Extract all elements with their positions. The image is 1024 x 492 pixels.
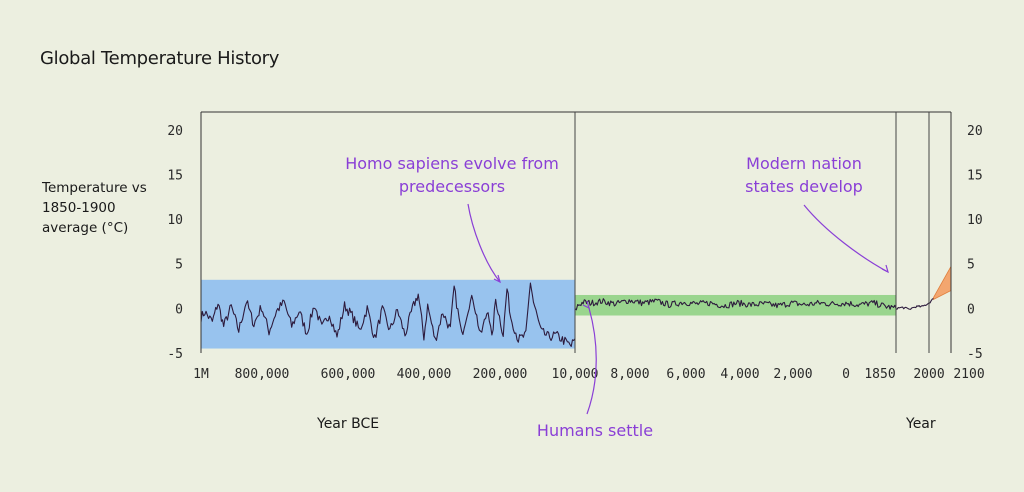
x-axis-label-bce: Year BCE	[317, 416, 380, 432]
annotation-text: Modern nation	[746, 154, 862, 173]
y-tick-label-left: 20	[167, 124, 183, 139]
x-tick-label: 10,000	[552, 367, 599, 382]
annotation-text: predecessors	[399, 177, 505, 196]
y-axis-label: Temperature vs 1850-1900 average (°C)	[42, 180, 147, 236]
x-axis-label-year: Year	[906, 416, 936, 432]
annotation-arrow	[467, 203, 501, 283]
annotation-arrow	[803, 204, 889, 273]
projection-band	[933, 264, 952, 301]
series-line-3	[928, 298, 934, 304]
arrow-head	[493, 274, 501, 284]
x-tick-label: 1850	[864, 367, 895, 382]
x-tick-label: 600,000	[321, 367, 376, 382]
x-tick-label: 4,000	[720, 367, 759, 382]
annotation-text: Humans settle	[537, 421, 653, 440]
band-1	[575, 294, 896, 316]
series-layer	[200, 282, 934, 347]
y-tick-label-left: 0	[175, 302, 183, 317]
x-tick-label: 6,000	[666, 367, 705, 382]
x-tick-label: 400,000	[397, 367, 452, 382]
annotation-text: states develop	[745, 177, 863, 196]
series-line-2	[895, 302, 930, 310]
bands-layer	[201, 264, 952, 349]
y-tick-label-right: 5	[967, 258, 975, 273]
x-tick-label: 2000	[913, 367, 944, 382]
y-tick-label-right: 20	[967, 124, 983, 139]
y-tick-label-left: 5	[175, 258, 183, 273]
annotation-text: Homo sapiens evolve from	[345, 154, 559, 173]
y-tick-label-left: -5	[167, 347, 183, 362]
chart-frame	[200, 111, 952, 353]
annotation-arrow	[586, 307, 597, 415]
y-tick-label-right: 15	[967, 168, 983, 183]
chart-title: Global Temperature History	[40, 48, 280, 69]
arrow-head	[582, 300, 590, 310]
y-tick-label-right: -5	[967, 347, 983, 362]
y-tick-label-left: 10	[167, 213, 183, 228]
arrow-head	[881, 264, 889, 274]
ticks-layer: 1M 800,000 600,000 400,000 200,000 10,000 8,00…	[167, 124, 984, 382]
annotations-layer: Homo sapiens evolve from predecessors Mode…	[345, 154, 889, 440]
y-tick-label-right: 0	[967, 302, 975, 317]
x-tick-label: 1M	[193, 367, 209, 382]
x-tick-label: 8,000	[610, 367, 649, 382]
series-line-1	[574, 298, 897, 311]
x-tick-label: 0	[842, 367, 850, 382]
x-tick-label: 2,000	[773, 367, 812, 382]
x-tick-label: 200,000	[473, 367, 528, 382]
x-tick-label: 800,000	[235, 367, 290, 382]
x-tick-label: 2100	[953, 367, 984, 382]
y-tick-label-right: 10	[967, 213, 983, 228]
y-tick-label-left: 15	[167, 168, 183, 183]
series-line-0	[200, 282, 576, 347]
